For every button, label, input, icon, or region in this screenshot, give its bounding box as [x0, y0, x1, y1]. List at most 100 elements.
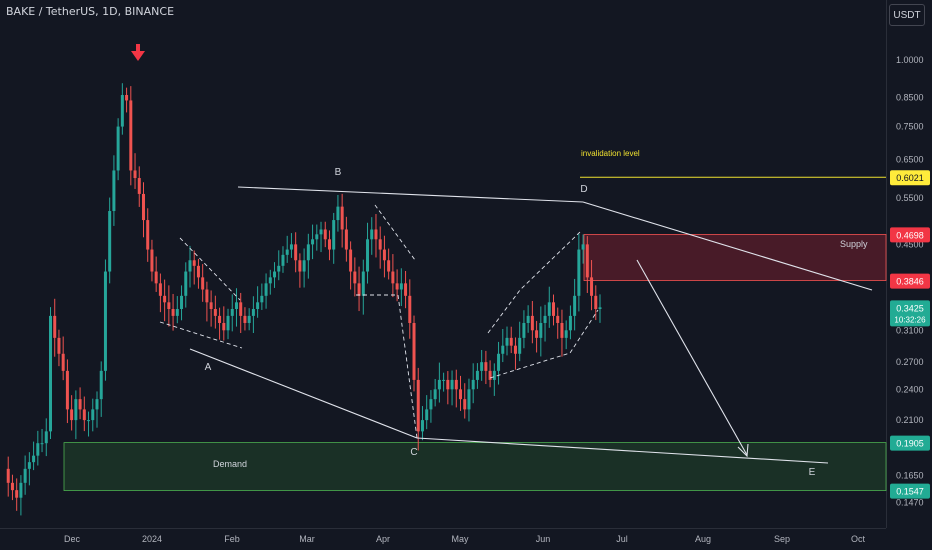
candle-body	[594, 295, 598, 310]
candle-body	[196, 265, 200, 278]
candle-body	[568, 315, 572, 331]
candle-body	[222, 322, 226, 331]
candle-body	[91, 409, 95, 421]
candle-body	[340, 206, 344, 230]
candle-body	[509, 337, 513, 346]
price-label-demand-bottom	[890, 483, 930, 499]
price-label-supply-bottom	[890, 273, 930, 289]
candle-body	[65, 370, 69, 410]
candle-body	[336, 206, 340, 221]
lower-trendline	[189, 348, 418, 439]
candle-body	[294, 244, 298, 261]
candle-body	[154, 271, 158, 284]
candle-body	[281, 254, 285, 266]
price-tick-label: 1.0000	[896, 55, 924, 65]
price-label-value: 0.1547	[896, 487, 924, 497]
demand-trendline	[416, 437, 829, 464]
candle-body	[285, 249, 289, 255]
candle-body	[560, 322, 564, 338]
candle-body	[188, 260, 192, 272]
candle-body	[40, 443, 44, 445]
candle-body	[289, 244, 293, 250]
candle-body	[243, 315, 247, 323]
candle-body	[581, 244, 585, 250]
price-tick-label: 0.2400	[896, 384, 924, 394]
candle-body	[501, 345, 505, 354]
top-arrow-head	[131, 51, 145, 61]
candle-body	[564, 330, 568, 338]
candle-body	[492, 370, 496, 380]
candle-body	[129, 100, 133, 171]
candle-body	[361, 271, 365, 296]
price-tick-label: 0.2700	[896, 357, 924, 367]
candle-body	[99, 370, 103, 400]
wave-label-d: D	[580, 184, 587, 195]
time-tick-label: Oct	[851, 534, 866, 544]
candle-body	[298, 260, 302, 272]
candle-body	[32, 455, 36, 463]
candle-body	[332, 220, 336, 250]
time-tick-label: Aug	[695, 534, 711, 544]
candle-body	[251, 309, 255, 316]
price-tick-label: 0.2100	[896, 415, 924, 425]
candle-body	[311, 239, 315, 245]
price-label-demand-top	[890, 435, 930, 451]
candle-body	[53, 315, 57, 338]
time-axis-separator	[0, 528, 886, 529]
candle-body	[209, 302, 213, 310]
candle-body	[437, 379, 441, 390]
price-label-value: 0.3846	[896, 277, 924, 287]
candle-body	[70, 409, 74, 421]
candle-body	[585, 244, 589, 278]
demand-zone	[63, 442, 887, 491]
candle-body	[590, 277, 594, 296]
price-tick-label: 0.6500	[896, 155, 924, 165]
candle-body	[239, 302, 243, 316]
chart-header-title: BAKE / TetherUS, 1D, BINANCE	[6, 5, 175, 18]
candle-body	[158, 283, 162, 296]
candle-body	[323, 229, 327, 240]
candle-body	[459, 389, 463, 400]
candle-body	[471, 379, 475, 390]
candle-body	[184, 271, 188, 296]
candle-body	[408, 295, 412, 323]
candle-body	[116, 126, 120, 171]
candle-body	[374, 229, 378, 240]
time-tick-label: Feb	[224, 534, 240, 544]
candle-body	[366, 239, 370, 272]
candle-body	[420, 420, 424, 432]
candle-body	[260, 295, 264, 303]
resistance-trendline	[582, 201, 873, 291]
wave-a-lower	[159, 321, 243, 349]
candle-body	[353, 271, 357, 284]
candle-body	[357, 283, 361, 296]
candle-body	[391, 271, 395, 284]
candle-body	[108, 211, 112, 272]
candle-body	[95, 399, 99, 410]
candle-body	[10, 482, 14, 491]
candle-body	[480, 362, 484, 371]
candle-body	[315, 234, 319, 240]
candle-body	[404, 283, 408, 296]
candle-body	[264, 283, 268, 296]
wave-label-e: E	[809, 467, 816, 478]
currency-button[interactable]: USDT	[889, 4, 925, 26]
time-tick-label: Sep	[774, 534, 790, 544]
candle-body	[15, 490, 19, 498]
candle-body	[518, 337, 522, 354]
candle-body	[167, 302, 171, 310]
time-tick-label: May	[451, 534, 469, 544]
candle-body	[543, 315, 547, 323]
time-tick-label: Apr	[376, 534, 390, 544]
candle-body	[539, 322, 543, 338]
candle-body	[44, 431, 48, 444]
wave-b-upper	[374, 204, 416, 261]
top-arrow-shaft	[136, 44, 140, 52]
upper-trendline	[237, 186, 584, 203]
price-tick-label: 0.8500	[896, 93, 924, 103]
candle-body	[137, 178, 141, 194]
wave-label-a: A	[205, 362, 212, 373]
candle-body	[344, 229, 348, 250]
candle-body	[133, 170, 137, 179]
